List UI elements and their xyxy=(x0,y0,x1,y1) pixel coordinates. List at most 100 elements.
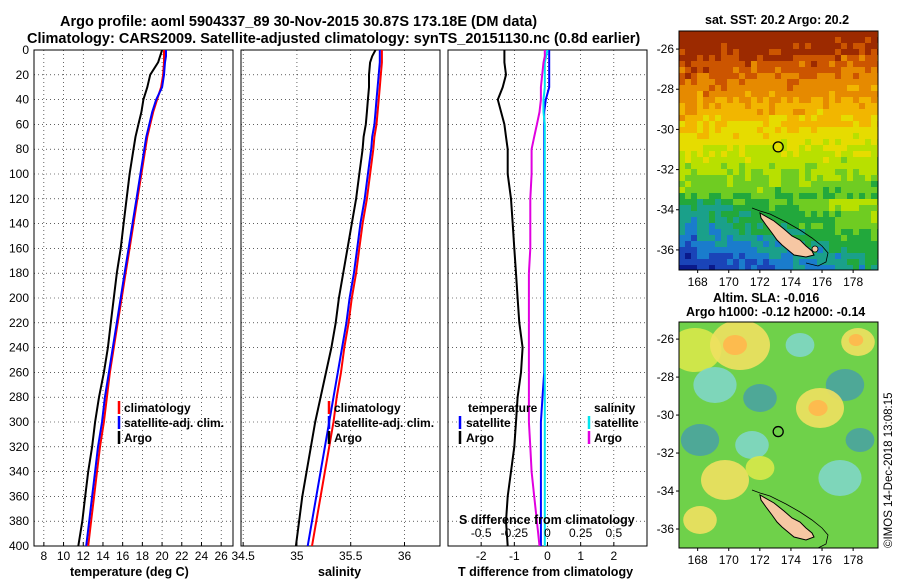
sst-cell xyxy=(865,175,871,181)
sst-cell xyxy=(793,181,799,187)
sst-cell xyxy=(835,145,841,151)
sst-cell xyxy=(703,181,709,187)
coastline-sst xyxy=(751,207,829,267)
sst-cell xyxy=(859,169,865,175)
legend-t-argo: Argo xyxy=(466,431,494,445)
sst-cell xyxy=(697,109,703,115)
sst-cell xyxy=(745,229,751,235)
sst-cell xyxy=(739,175,745,181)
sst-cell xyxy=(703,85,709,91)
sst-cell xyxy=(727,187,733,193)
sst-cell xyxy=(781,247,787,253)
sst-cell xyxy=(745,139,751,145)
sst-cell xyxy=(841,247,847,253)
sst-cell xyxy=(793,265,799,270)
sst-cell xyxy=(823,139,829,145)
sst-cell xyxy=(763,223,769,229)
sst-cell xyxy=(811,169,817,175)
sst-cell xyxy=(703,259,709,265)
depth-tick-label: 20 xyxy=(16,68,30,82)
sst-cell xyxy=(763,157,769,163)
sla-map: 168 170 172 174 176 178 -26 -28 -30 -32 -34 -36 xyxy=(657,321,879,567)
sst-cell xyxy=(865,199,871,205)
sst-cell xyxy=(865,91,871,97)
argo-position-marker-sla xyxy=(772,425,784,438)
sst-cell xyxy=(751,187,757,193)
map-x-tick-label: 178 xyxy=(843,275,863,289)
sst-cell xyxy=(847,199,853,205)
sst-cell xyxy=(829,145,835,151)
sst-cell xyxy=(679,37,685,43)
sst-cell xyxy=(703,157,709,163)
sst-cell xyxy=(787,223,793,229)
sst-cell xyxy=(859,79,865,85)
sst-cell xyxy=(697,67,703,73)
sst-cell xyxy=(751,151,757,157)
sst-cell xyxy=(685,121,691,127)
sst-cell xyxy=(847,157,853,163)
sst-cell xyxy=(685,199,691,205)
depth-tick-label: 260 xyxy=(9,365,29,379)
sst-cell xyxy=(775,115,781,121)
sst-cell xyxy=(829,37,835,43)
depth-tick-label: 120 xyxy=(9,192,29,206)
sst-cell xyxy=(679,91,685,97)
sst-cell xyxy=(715,55,721,61)
sst-cell xyxy=(721,103,727,109)
sst-cell xyxy=(853,49,859,55)
sst-cell xyxy=(787,187,793,193)
sst-cell xyxy=(697,103,703,109)
sst-cell xyxy=(811,109,817,115)
sst-cell xyxy=(841,211,847,217)
sst-cell xyxy=(805,139,811,145)
sst-cell xyxy=(733,223,739,229)
sst-cell xyxy=(751,253,757,259)
sst-cell xyxy=(829,223,835,229)
sst-cell xyxy=(811,85,817,91)
sst-cell xyxy=(727,193,733,199)
sst-cell xyxy=(709,31,715,37)
sst-cell xyxy=(679,169,685,175)
sst-cell xyxy=(703,163,709,169)
sst-cell xyxy=(781,55,787,61)
sst-cell xyxy=(793,259,799,265)
sst-cell xyxy=(781,43,787,49)
sst-cell xyxy=(811,151,817,157)
map-y-tick-label: -28 xyxy=(657,370,675,384)
sst-cell xyxy=(757,91,763,97)
sst-cell xyxy=(709,247,715,253)
sst-cell xyxy=(751,247,757,253)
sst-cell xyxy=(871,163,877,169)
sst-cell xyxy=(679,187,685,193)
sst-cell xyxy=(745,79,751,85)
sst-cell xyxy=(853,85,859,91)
sst-cell xyxy=(685,133,691,139)
x-tick-label: 20 xyxy=(155,549,169,563)
sst-cell xyxy=(805,181,811,187)
sst-cell xyxy=(679,229,685,235)
sst-cell xyxy=(763,235,769,241)
sst-cell xyxy=(859,67,865,73)
sst-cell xyxy=(739,127,745,133)
sst-cell xyxy=(817,103,823,109)
sst-cell xyxy=(835,103,841,109)
sst-cell xyxy=(691,67,697,73)
sst-cell xyxy=(745,97,751,103)
sst-cell xyxy=(763,259,769,265)
sst-cell xyxy=(853,139,859,145)
sst-cell xyxy=(811,91,817,97)
sst-cell xyxy=(829,115,835,121)
sst-cell xyxy=(739,217,745,223)
sst-cell xyxy=(715,91,721,97)
sst-cell xyxy=(757,73,763,79)
sst-cell xyxy=(829,61,835,67)
sst-map-title: sat. SST: 20.2 Argo: 20.2 xyxy=(705,13,849,27)
sst-cell xyxy=(847,223,853,229)
sst-cell xyxy=(847,55,853,61)
sst-cell xyxy=(751,67,757,73)
sst-cell xyxy=(757,109,763,115)
series-line-satellite-adj-clim- xyxy=(306,50,381,546)
sst-cell xyxy=(841,133,847,139)
sst-cell xyxy=(703,205,709,211)
sst-cell xyxy=(721,133,727,139)
